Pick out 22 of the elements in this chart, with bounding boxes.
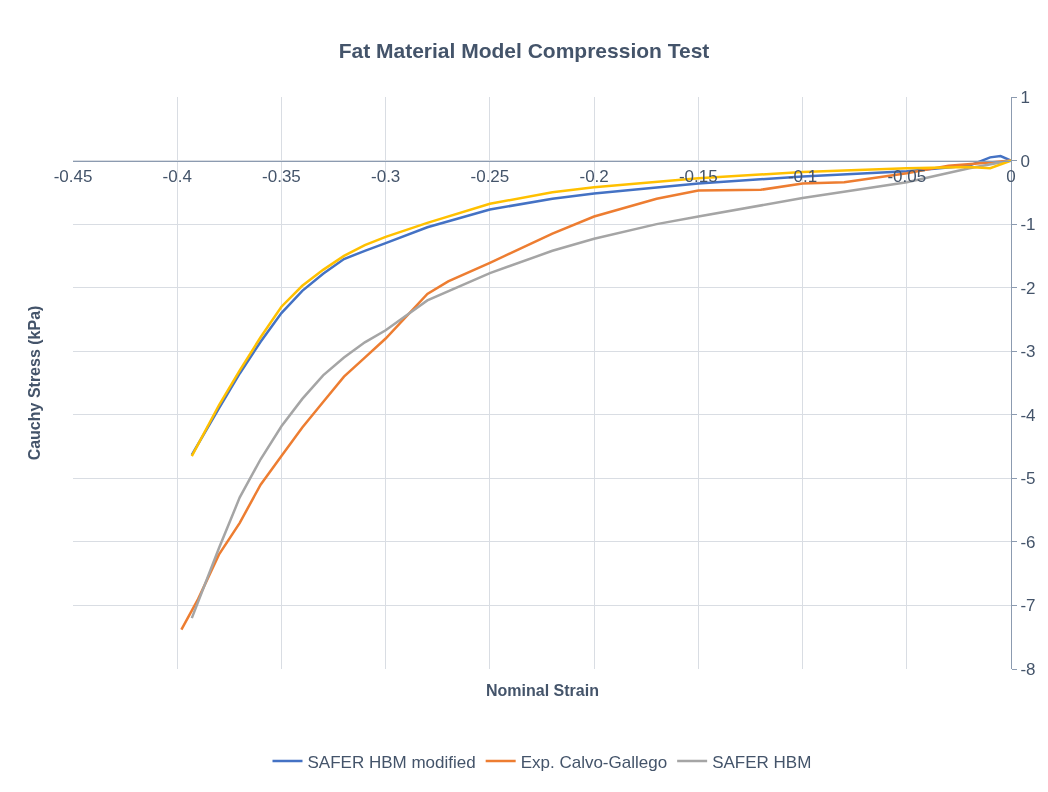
legend-label: SAFER HBM modified [307, 752, 476, 772]
x-tick-label: -0.25 [470, 166, 510, 186]
chart-title: Fat Material Model Compression Test [338, 39, 710, 63]
x-tick-label: -0.4 [162, 166, 192, 186]
x-tick-label: -0.45 [53, 166, 93, 186]
x-tick-label: -0.2 [579, 166, 609, 186]
y-tick-label: 0 [1020, 151, 1030, 171]
x-axis-title: Nominal Strain [486, 682, 599, 699]
y-tick-label: -1 [1020, 215, 1036, 235]
y-tick-label: -8 [1020, 659, 1036, 679]
y-axis-title: Cauchy Stress (kPa) [26, 305, 44, 461]
y-tick-label: -6 [1020, 532, 1036, 552]
x-tick-label: -0.35 [262, 166, 301, 186]
legend-label: SAFER HBM [712, 752, 812, 772]
y-tick-label: -5 [1020, 469, 1036, 489]
y-tick-label: 1 [1020, 87, 1030, 107]
y-tick-label: -2 [1020, 278, 1036, 298]
legend-label: Exp. Calvo-Gallego [520, 752, 668, 772]
y-tick-label: -7 [1020, 596, 1036, 616]
y-tick-label: -3 [1020, 342, 1036, 362]
y-tick-label: -4 [1020, 405, 1036, 425]
x-tick-label: -0.3 [371, 166, 401, 186]
